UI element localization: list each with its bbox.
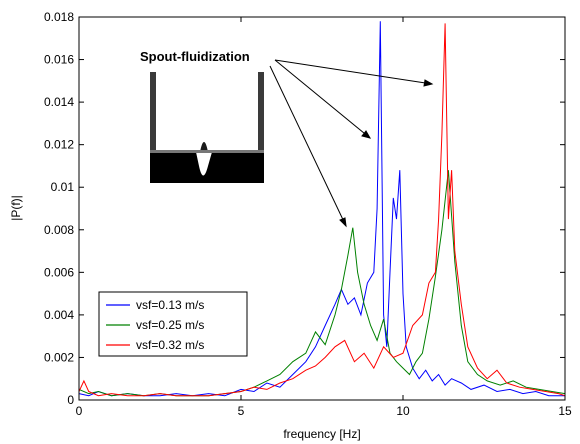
legend-entry-1: vsf=0.13 m/s <box>136 298 204 312</box>
annotation-arrows <box>269 59 434 228</box>
legend-entry-2: vsf=0.25 m/s <box>136 318 204 332</box>
series-line-1 <box>78 21 565 397</box>
y-tick-label: 0.006 <box>44 265 74 279</box>
y-tick-label: 0.002 <box>44 350 74 364</box>
x-tick-label: 10 <box>396 404 410 418</box>
plot-frame <box>78 16 566 401</box>
y-tick-label: 0.014 <box>44 95 74 109</box>
annotation-label: Spout-fluidization <box>140 49 250 64</box>
x-tick-label: 15 <box>558 404 572 418</box>
y-tick-label: 0.018 <box>44 10 74 24</box>
series-line-3 <box>78 23 566 397</box>
inset-image <box>150 72 264 183</box>
y-tick-label: 0.012 <box>44 138 74 152</box>
y-tick-label: 0 <box>67 393 74 407</box>
y-tick-label: 0.01 <box>51 180 75 194</box>
y-tick-label: 0.016 <box>44 53 74 67</box>
x-tick-label: 0 <box>76 404 83 418</box>
x-tick-label: 5 <box>238 404 245 418</box>
y-axis-label: |P(f)| <box>9 195 23 221</box>
tick-layer: 0 5 10 15 0 0.002 0.004 0.006 0.008 0.01 0.012 0.01… <box>44 10 572 418</box>
legend: vsf=0.13 m/s vsf=0.25 m/s vsf=0.32 m/s <box>98 291 248 357</box>
y-tick-label: 0.004 <box>44 308 74 322</box>
x-axis-label: frequency [Hz] <box>283 427 360 441</box>
y-tick-label: 0.008 <box>44 223 74 237</box>
series-layer <box>78 21 566 397</box>
legend-entry-3: vsf=0.32 m/s <box>136 338 204 352</box>
